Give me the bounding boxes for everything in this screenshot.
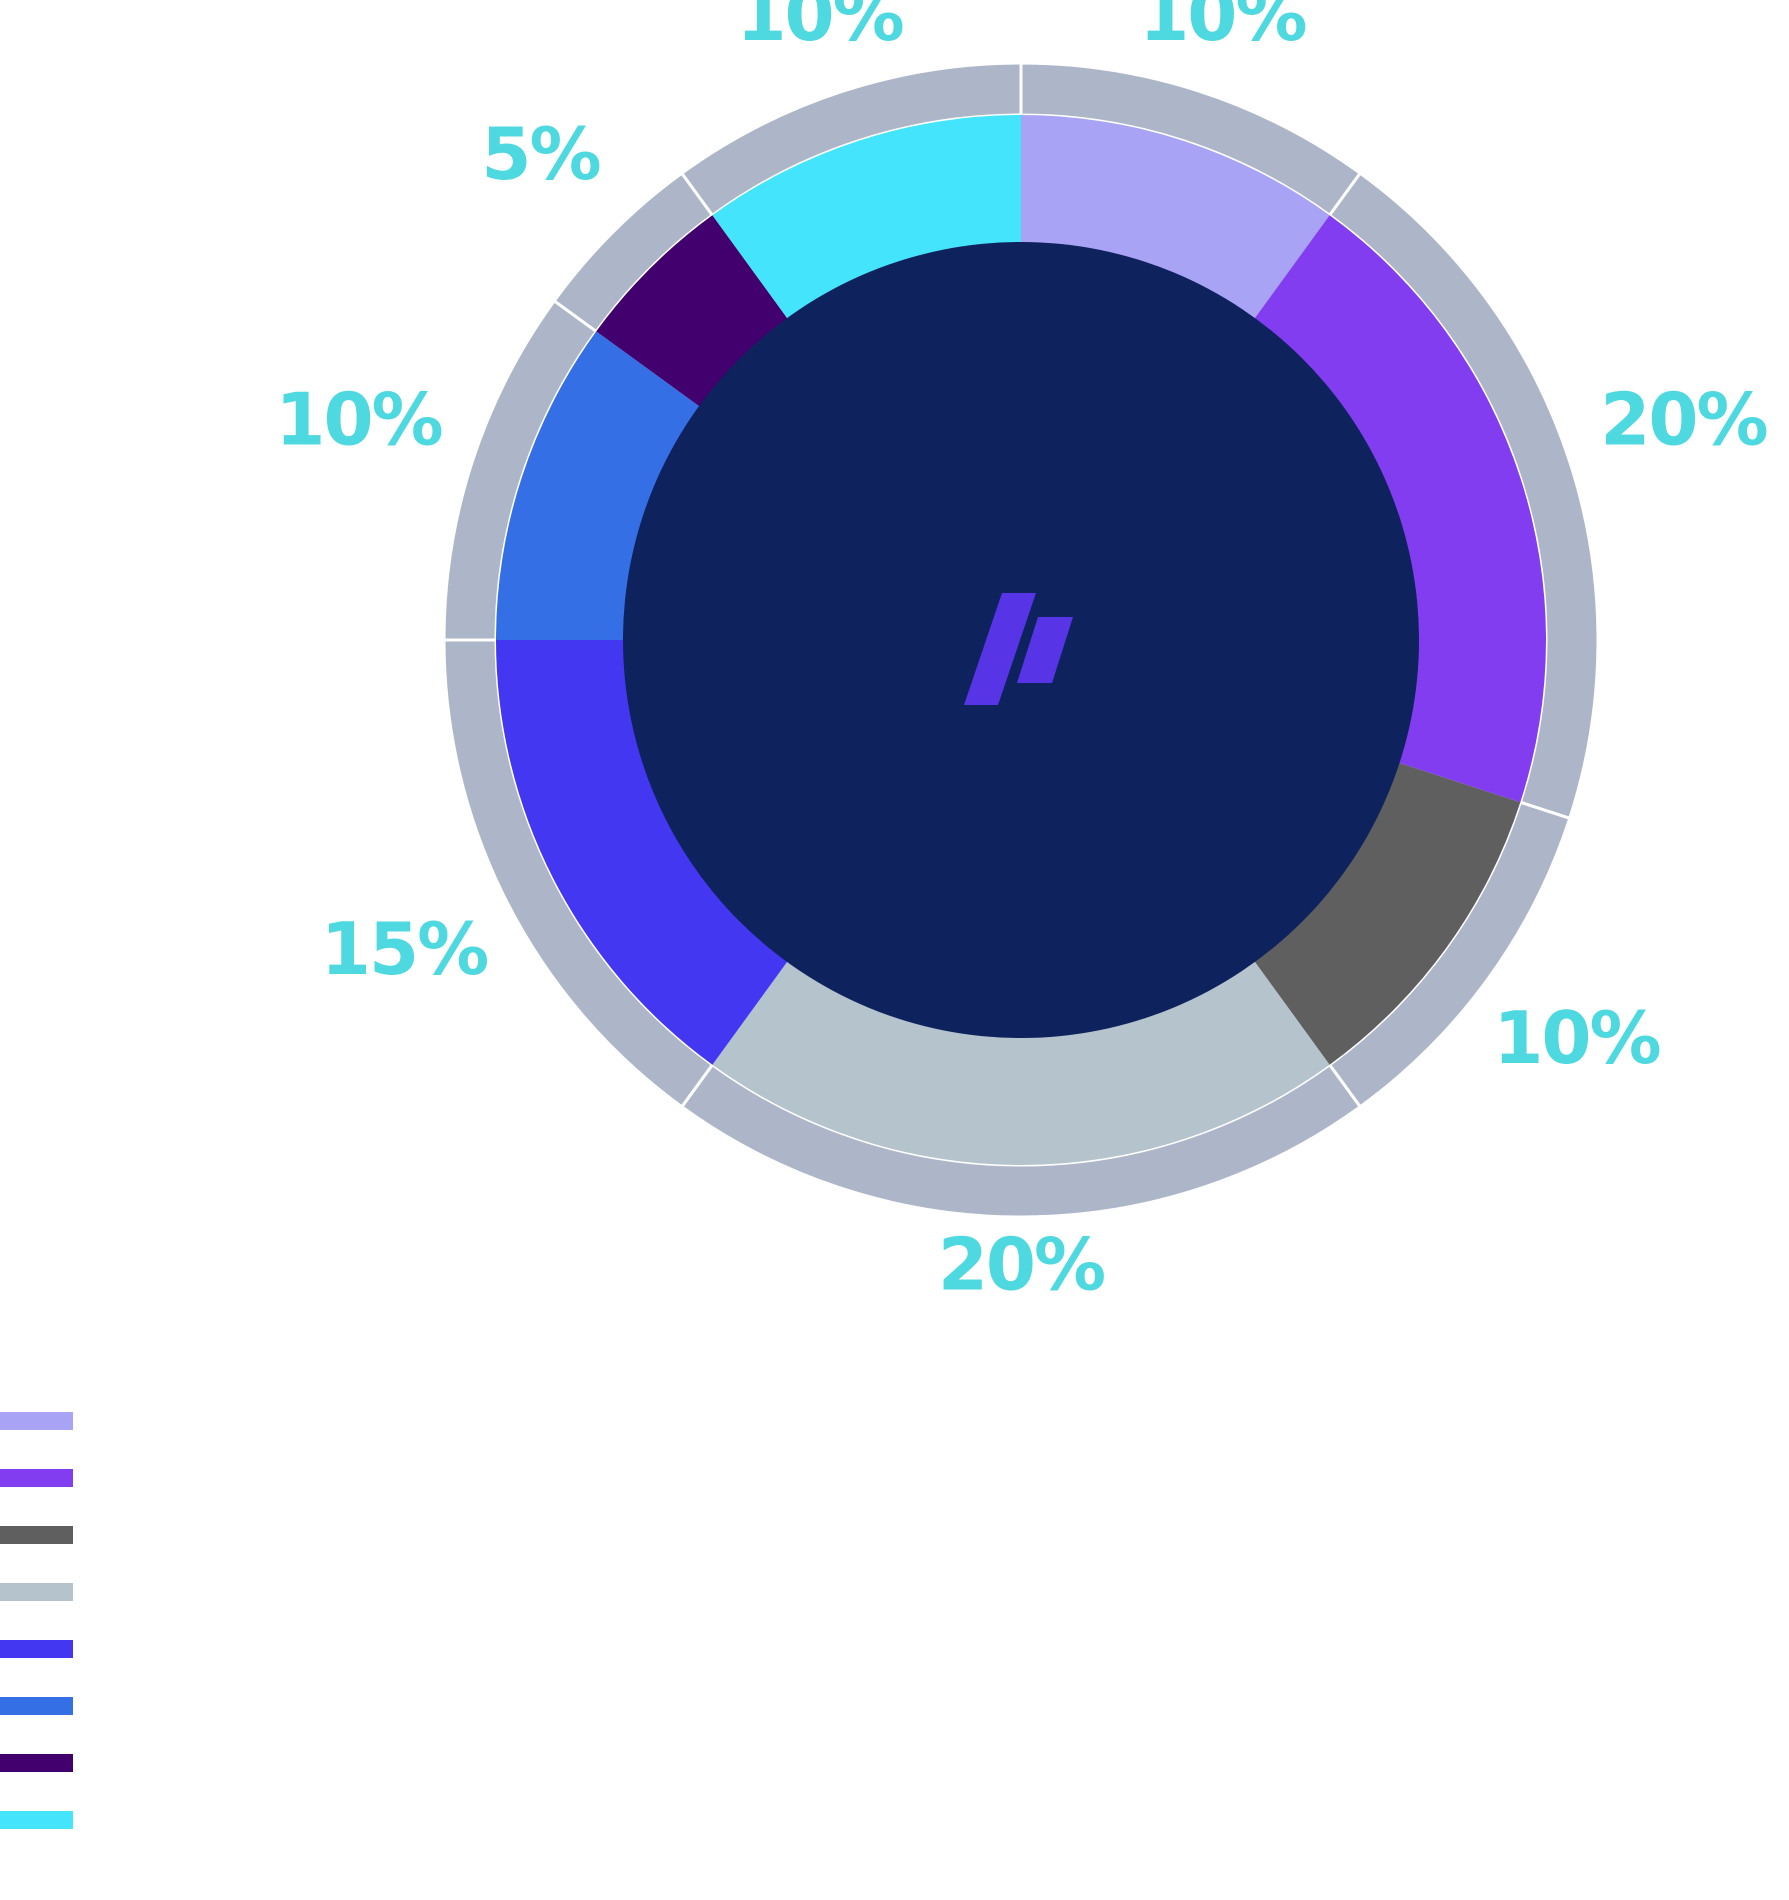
data-label: 15% [321, 907, 487, 991]
legend [0, 1412, 760, 1829]
slice-group [496, 115, 1546, 1166]
pie-slice [1021, 115, 1330, 320]
data-label: 5% [481, 112, 599, 196]
center-logo-icon [964, 593, 1073, 705]
data-label: 10% [736, 0, 902, 57]
legend-swatch [0, 1583, 73, 1601]
center-disk [623, 242, 1419, 1038]
legend-swatch [0, 1811, 73, 1829]
legend-swatch [0, 1469, 73, 1487]
legend-item [0, 1583, 760, 1601]
pie-slice [712, 115, 1021, 320]
data-label: 10% [1493, 996, 1659, 1080]
data-label: 20% [1600, 377, 1766, 461]
pie-slice [1253, 762, 1521, 1065]
pie-slice [1253, 215, 1546, 803]
outer-ring [442, 61, 1600, 1219]
logo-bar-left [964, 593, 1036, 705]
legend-item [0, 1811, 760, 1829]
pie-slice [496, 331, 701, 640]
legend-item [0, 1754, 760, 1772]
data-label: 10% [1139, 0, 1305, 57]
legend-swatch [0, 1640, 73, 1658]
legend-item [0, 1469, 760, 1487]
legend-swatch [0, 1697, 73, 1715]
logo-bar-right [1017, 617, 1073, 683]
legend-item [0, 1697, 760, 1715]
pie-slice [712, 960, 1330, 1166]
legend-item [0, 1412, 760, 1430]
legend-item [0, 1640, 760, 1658]
data-label-group: 10% 20% 10% 20% 15% 10% 5% 10% [275, 0, 1768, 1307]
legend-swatch [0, 1412, 73, 1430]
legend-swatch [0, 1754, 73, 1772]
pie-slice [496, 640, 789, 1065]
data-label: 20% [938, 1223, 1104, 1307]
data-label: 10% [275, 377, 441, 461]
legend-item [0, 1526, 760, 1544]
legend-swatch [0, 1526, 73, 1544]
